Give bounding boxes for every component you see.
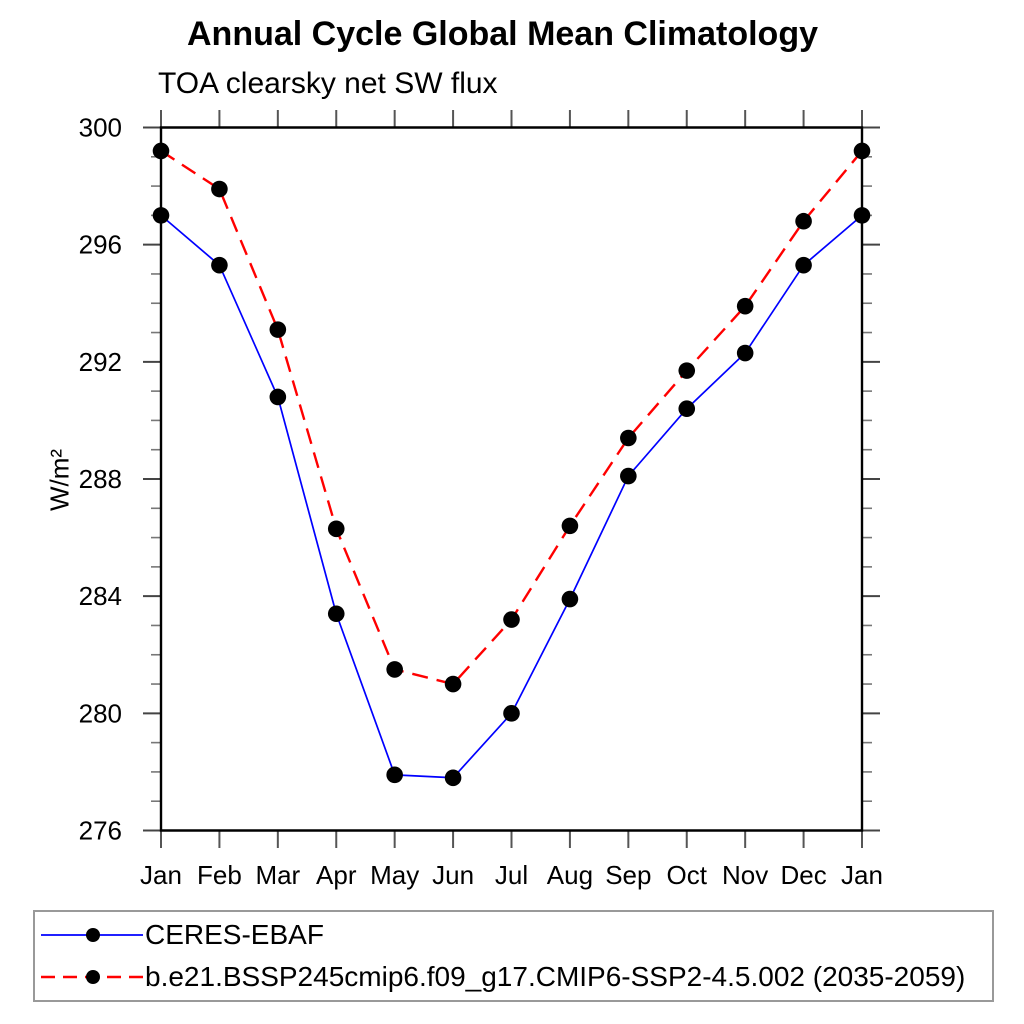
data-point-marker bbox=[386, 766, 403, 784]
x-tick-label: Dec bbox=[780, 860, 826, 890]
chart-subtitle: TOA clearsky net SW flux bbox=[158, 67, 498, 100]
x-tick-label: May bbox=[370, 860, 419, 890]
y-tick-label: 292 bbox=[79, 347, 122, 377]
y-tick-label: 284 bbox=[79, 581, 122, 611]
y-tick-label: 296 bbox=[79, 230, 122, 260]
x-tick-label: Jun bbox=[432, 860, 474, 890]
data-point-marker bbox=[795, 256, 812, 274]
y-tick-label: 300 bbox=[79, 113, 122, 143]
x-tick-label: Oct bbox=[667, 860, 708, 890]
legend-entry-observation: CERES-EBAF bbox=[35, 914, 992, 956]
x-tick-label: Sep bbox=[605, 860, 651, 890]
data-point-marker bbox=[386, 661, 403, 678]
data-point-marker bbox=[327, 605, 345, 623]
x-tick-label: Mar bbox=[255, 860, 300, 890]
y-tick-label: 276 bbox=[79, 816, 122, 846]
chart-plot-area: 276 280 284 288 292 296 300 Jan Feb Mar Apr May Jun J… bbox=[79, 110, 883, 890]
data-point-marker bbox=[444, 769, 462, 787]
legend-line-sample-dashed bbox=[41, 970, 143, 984]
data-point-marker bbox=[736, 344, 754, 362]
x-tick-label: Feb bbox=[197, 860, 242, 890]
data-point-marker bbox=[620, 467, 637, 485]
data-point-marker bbox=[444, 675, 462, 693]
data-point-marker bbox=[152, 207, 170, 224]
series-line-dashed bbox=[160, 149, 863, 686]
chart-title: Annual Cycle Global Mean Climatology bbox=[187, 15, 818, 53]
data-point-marker bbox=[561, 590, 579, 608]
legend-entry-model: b.e21.BSSP245cmip6.f09_g17.CMIP6-SSP2-4.… bbox=[35, 956, 992, 998]
data-point-marker bbox=[211, 256, 228, 274]
data-point-marker bbox=[853, 142, 871, 160]
y-tick-label: 280 bbox=[79, 698, 122, 728]
data-point-marker bbox=[795, 212, 812, 230]
x-tick-label: Nov bbox=[722, 860, 768, 890]
plot-frame bbox=[159, 126, 864, 832]
legend-box: CERES-EBAF b.e21.BSSP245cmip6.f09_g17.CM… bbox=[33, 910, 994, 1002]
legend-sample-marker bbox=[86, 970, 100, 984]
data-point-marker bbox=[269, 388, 287, 406]
legend-sample-marker bbox=[86, 928, 100, 942]
data-point-marker bbox=[503, 705, 520, 722]
x-tick-label: Jan bbox=[140, 860, 182, 890]
x-tick-label: Apr bbox=[316, 860, 357, 890]
data-point-marker bbox=[152, 142, 170, 160]
data-point-marker bbox=[678, 362, 696, 379]
data-point-marker bbox=[620, 429, 637, 447]
legend-line-sample-solid bbox=[41, 928, 143, 942]
data-point-marker bbox=[269, 321, 287, 338]
data-point-marker bbox=[736, 297, 754, 315]
data-point-marker bbox=[327, 520, 345, 538]
data-point-marker bbox=[561, 517, 579, 535]
data-point-marker bbox=[678, 400, 696, 418]
y-tick-label: 288 bbox=[79, 464, 122, 494]
legend-label-observation: CERES-EBAF bbox=[145, 919, 324, 950]
data-point-marker bbox=[853, 207, 871, 224]
data-point-marker bbox=[211, 180, 228, 198]
data-point-marker bbox=[503, 611, 520, 628]
x-tick-label: Jan bbox=[841, 860, 883, 890]
x-tick-label: Jul bbox=[495, 860, 528, 890]
legend-label-model: b.e21.BSSP245cmip6.f09_g17.CMIP6-SSP2-4.… bbox=[145, 961, 966, 992]
x-tick-label: Aug bbox=[547, 860, 593, 890]
